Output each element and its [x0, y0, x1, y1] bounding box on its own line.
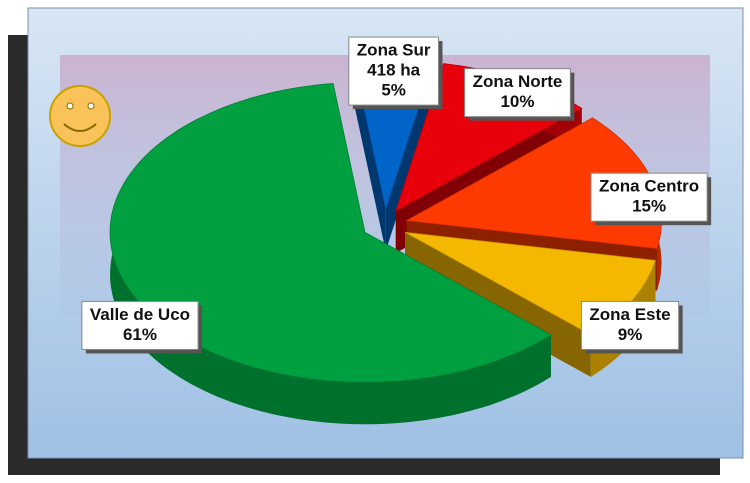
label-text: 10% [500, 92, 534, 111]
label-box [580, 300, 680, 350]
label-box [348, 36, 439, 106]
label-text: 61% [123, 325, 157, 344]
slice-wall [110, 83, 551, 425]
label-text: 9% [618, 325, 643, 344]
label-text: 418 ha [367, 61, 420, 80]
label-box [464, 68, 571, 118]
label-text: Valle de Uco [90, 305, 190, 324]
label-text: Zona Sur [357, 41, 431, 60]
label-text: Zona Centro [599, 177, 699, 196]
label-text: Zona Norte [473, 72, 563, 91]
label-text: 5% [381, 81, 406, 100]
label-text: 15% [632, 197, 666, 216]
label-box [590, 172, 708, 222]
smiley [49, 85, 111, 147]
label-box [81, 300, 199, 350]
slice [109, 82, 552, 383]
label-text: Zona Este [589, 305, 670, 324]
